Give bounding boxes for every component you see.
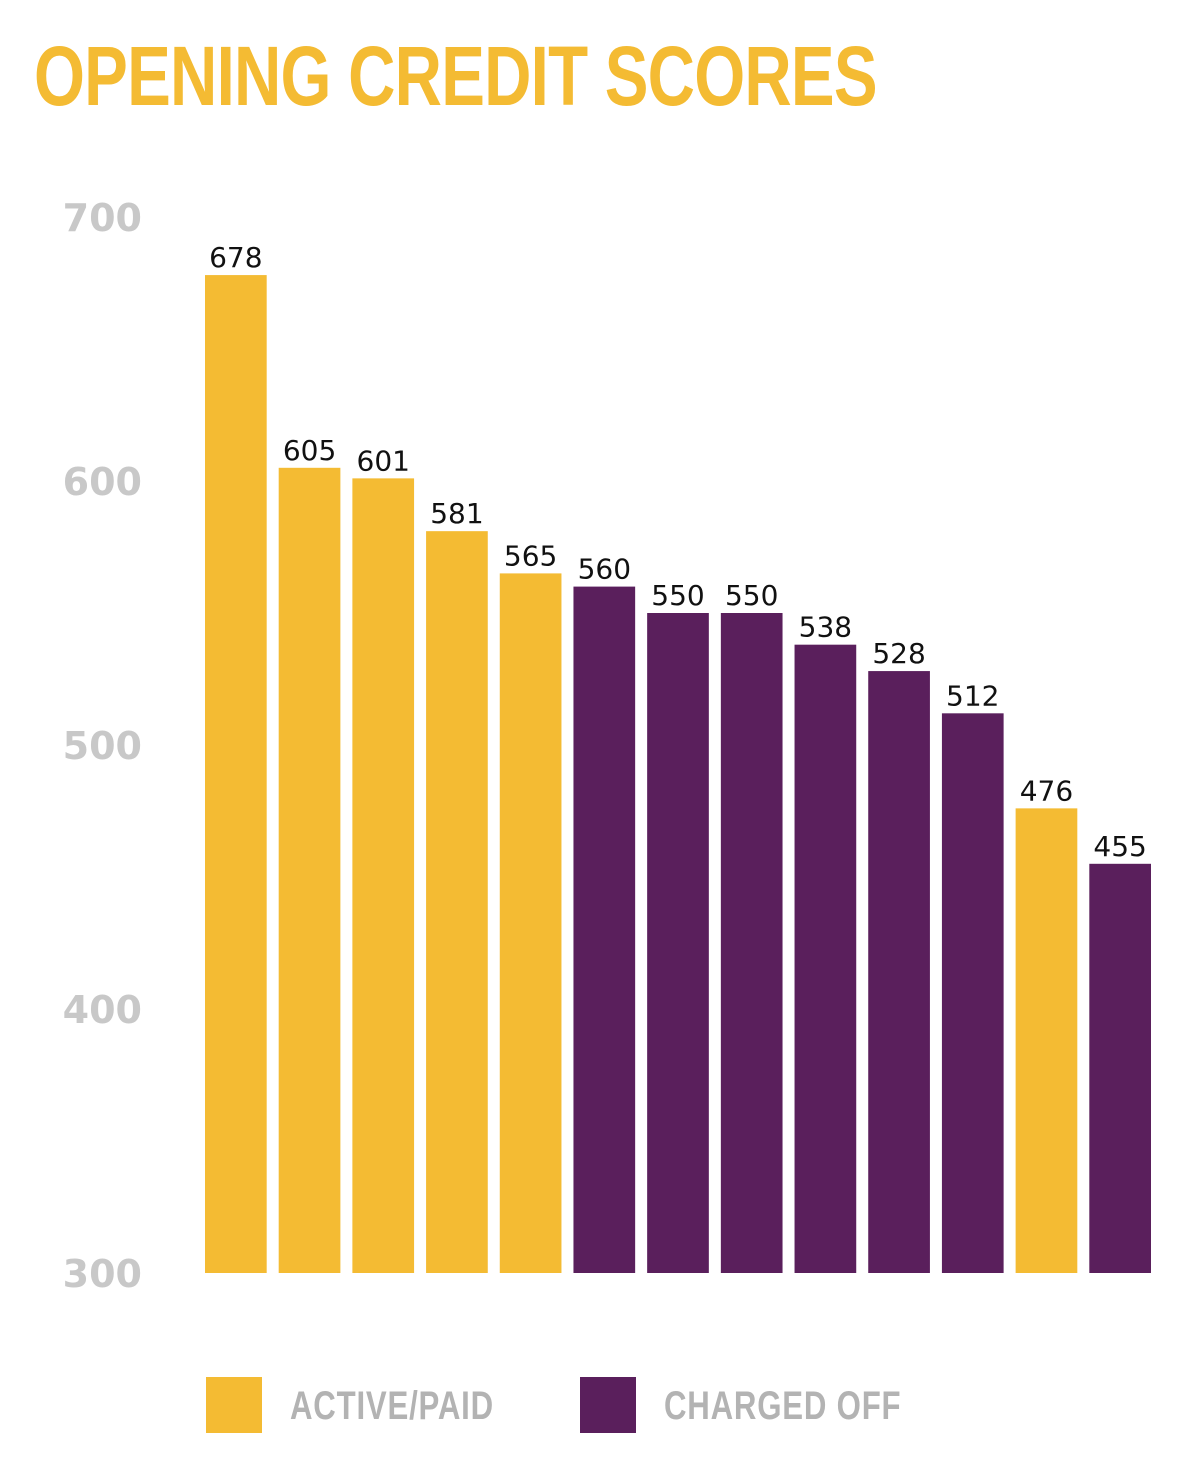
bar-13-charged xyxy=(1089,863,1151,1273)
bar-label-1: 678 xyxy=(209,241,262,274)
bar-value-labels: 678 605 601 581 565 560 550 550 538 528 512 476 455 xyxy=(209,241,1147,863)
bar-label-12: 476 xyxy=(1020,774,1073,807)
bar-5-active xyxy=(499,573,562,1273)
bar-label-3: 601 xyxy=(357,444,410,477)
bar-12-active xyxy=(1015,808,1078,1273)
bars xyxy=(205,275,1151,1274)
legend: ACTIVE/PAID CHARGED OFF xyxy=(206,1377,966,1433)
bar-2-active xyxy=(278,467,341,1273)
y-tick-700: 700 xyxy=(63,196,142,240)
bar-label-9: 538 xyxy=(799,611,852,644)
bar-9-charged xyxy=(794,644,857,1273)
legend-swatch-charged-off xyxy=(580,1377,636,1433)
bar-label-8: 550 xyxy=(725,579,778,612)
bar-label-4: 581 xyxy=(430,497,483,530)
bar-label-13: 455 xyxy=(1093,830,1146,863)
y-axis-ticks: 700 600 500 400 300 xyxy=(63,196,142,1296)
bar-label-10: 528 xyxy=(872,637,925,670)
y-tick-500: 500 xyxy=(63,724,142,768)
bar-4-active xyxy=(426,531,488,1273)
bar-label-2: 605 xyxy=(283,434,336,467)
legend-label-active-paid: ACTIVE/PAID xyxy=(290,1384,494,1428)
bar-7-charged xyxy=(647,613,709,1273)
bar-11-charged xyxy=(941,713,1004,1273)
bar-label-5: 565 xyxy=(504,539,557,572)
y-tick-400: 400 xyxy=(63,988,142,1032)
bar-8-charged xyxy=(720,613,783,1273)
y-tick-600: 600 xyxy=(63,460,142,504)
bar-label-11: 512 xyxy=(946,679,999,712)
legend-label-charged-off: CHARGED OFF xyxy=(664,1384,902,1428)
bar-label-6: 560 xyxy=(578,553,631,586)
bar-label-7: 550 xyxy=(651,579,704,612)
y-tick-300: 300 xyxy=(63,1252,142,1296)
bar-3-active xyxy=(352,478,415,1273)
legend-swatch-active-paid xyxy=(206,1377,262,1433)
chart-title: OPENING CREDIT SCORES xyxy=(34,29,878,123)
bar-10-charged xyxy=(868,671,930,1273)
bar-1-active xyxy=(205,275,267,1274)
bar-6-charged xyxy=(573,586,636,1273)
